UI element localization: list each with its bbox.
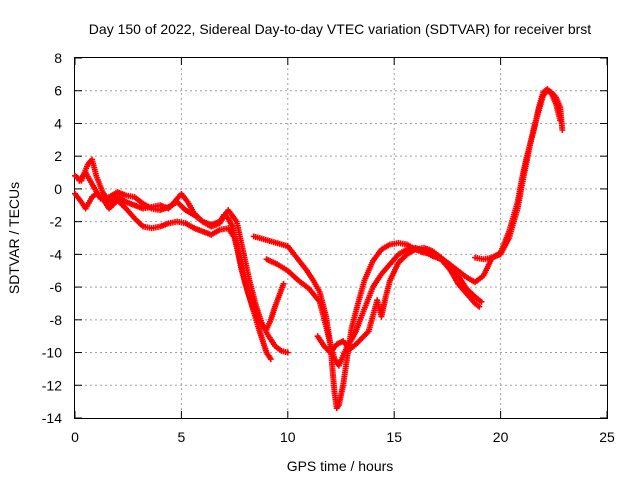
x-tick-label: 15	[386, 429, 402, 445]
y-tick-label: -4	[50, 246, 63, 262]
y-tick-label: 8	[54, 50, 62, 66]
y-tick-label: -10	[42, 345, 62, 361]
y-tick-label: 2	[54, 148, 62, 164]
y-tick-label: -12	[42, 377, 62, 393]
y-tick-label: -6	[50, 279, 63, 295]
data-point-marker	[559, 127, 566, 133]
y-tick-label: 0	[54, 181, 62, 197]
y-axis-label: SDTVAR / TECUs	[6, 182, 22, 294]
plot-frame	[74, 57, 608, 419]
y-tick-label: -2	[50, 214, 63, 230]
data-point-marker	[476, 303, 483, 310]
y-tick-label: -8	[50, 312, 63, 328]
data-point-marker	[478, 298, 485, 305]
data-point-marker	[284, 349, 291, 356]
y-tick-label: 4	[54, 115, 62, 131]
data-point-marker	[267, 356, 274, 363]
chart-title: Day 150 of 2022, Sidereal Day-to-day VTE…	[89, 21, 591, 37]
x-axis-label: GPS time / hours	[287, 458, 394, 474]
tick-labels: 0 5 10 15 20 25 -14 -12 -10 -8 -6 -4 -2 0 2 4 6 8	[42, 50, 615, 445]
x-tick-label: 5	[178, 429, 186, 445]
y-tick-label: -14	[42, 410, 62, 426]
x-tick-label: 0	[71, 429, 79, 445]
data-points	[72, 86, 566, 412]
data-point-marker	[280, 280, 287, 287]
x-tick-label: 25	[599, 429, 615, 445]
x-tick-label: 10	[280, 429, 296, 445]
x-tick-label: 20	[493, 429, 509, 445]
y-tick-label: 6	[54, 83, 62, 99]
